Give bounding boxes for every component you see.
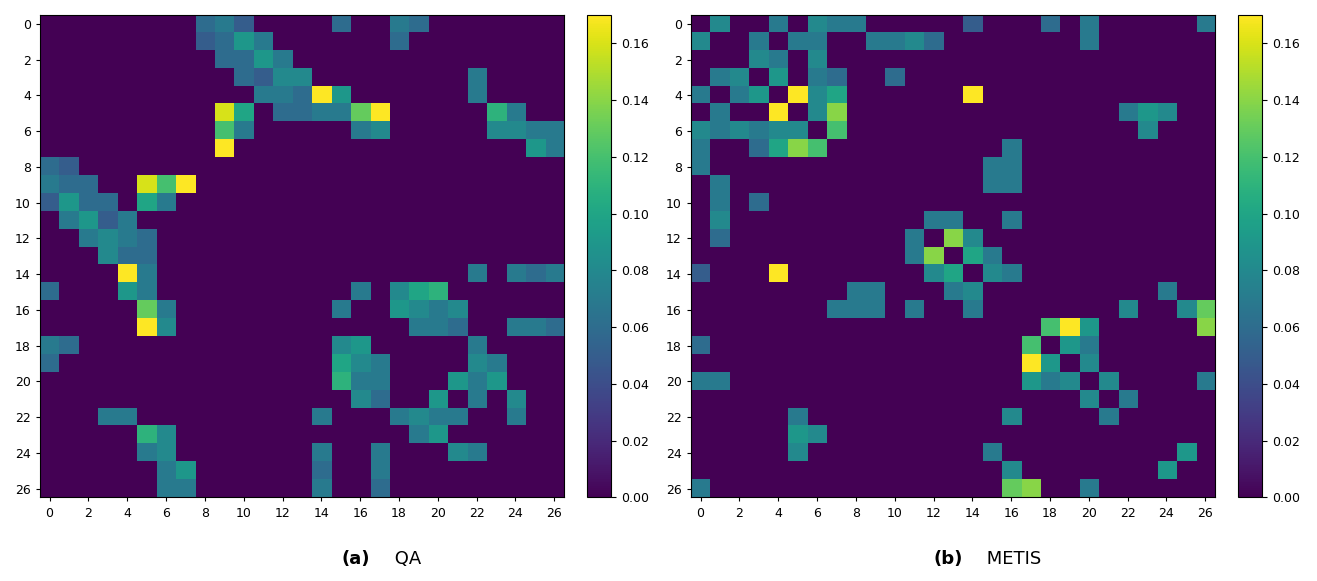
Text: METIS: METIS bbox=[981, 550, 1042, 568]
Text: (b): (b) bbox=[934, 550, 963, 568]
Text: QA: QA bbox=[389, 550, 420, 568]
Text: (a): (a) bbox=[341, 550, 370, 568]
